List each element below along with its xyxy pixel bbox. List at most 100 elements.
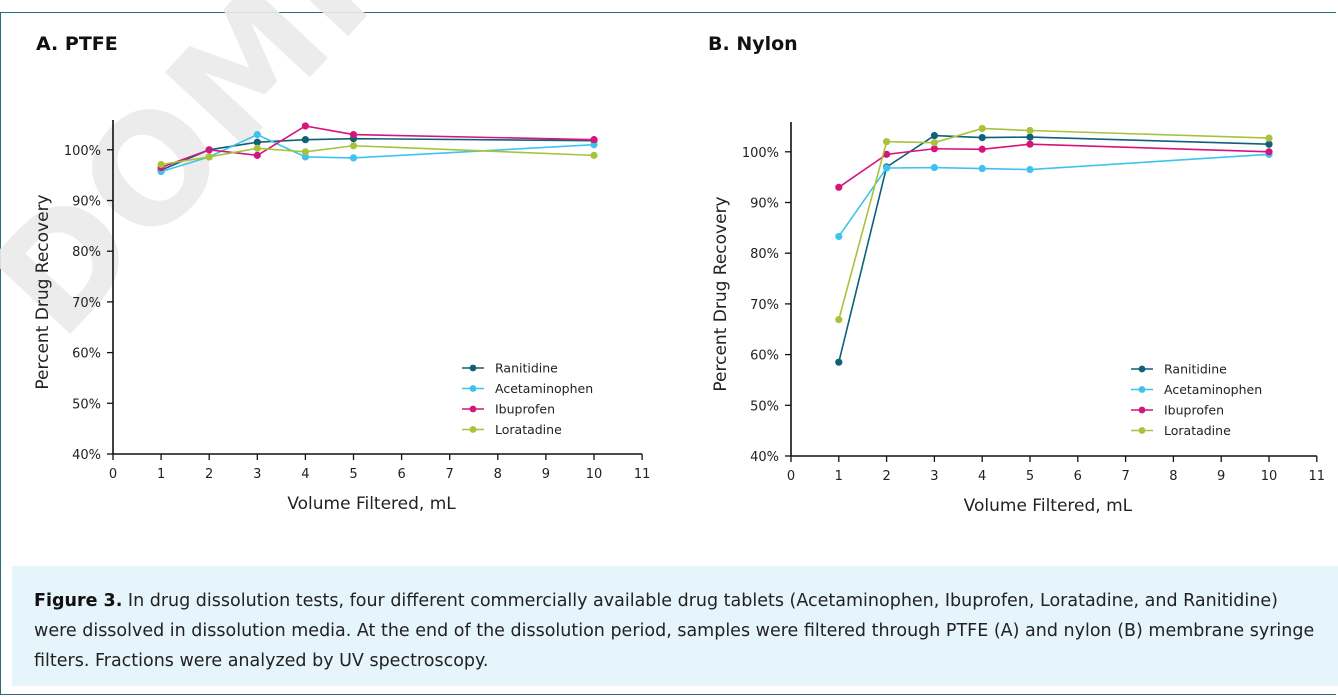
y-axis-label: Percent Drug Recovery: [33, 194, 53, 389]
series-line-acetaminophen: [838, 153, 1270, 237]
legend-marker: [1138, 406, 1146, 414]
x-tick-label: 8: [1169, 469, 1177, 484]
chart-ptfe: 0 1 2 3 4 5 6 7 8 9 10 11 40% 50% 60% 70% 80% 90% 100% Volu…: [33, 120, 651, 514]
y-tick-label: 70%: [750, 298, 779, 313]
y-tick-label: 40%: [750, 450, 779, 465]
legend-marker: [469, 405, 477, 413]
legend-label: Acetaminophen: [1164, 382, 1262, 397]
y-tick-label: 90%: [750, 197, 779, 212]
data-point-ibuprofen: [301, 122, 309, 130]
data-point-ibuprofen: [1026, 140, 1034, 148]
legend-marker: [1138, 386, 1146, 393]
data-point-loratadine: [301, 148, 309, 156]
data-point-ibuprofen: [835, 183, 843, 191]
legend-marker: [469, 364, 477, 372]
data-point-acetaminophen: [301, 153, 309, 161]
x-tick-label: 5: [1026, 469, 1034, 484]
x-tick-label: 7: [446, 467, 454, 482]
series-line-loratadine: [838, 127, 1270, 320]
y-tick-label: 70%: [72, 296, 101, 311]
data-point-loratadine: [835, 316, 843, 324]
x-tick-label: 0: [109, 467, 117, 482]
x-tick-label: 11: [1309, 469, 1326, 484]
data-point-loratadine: [253, 144, 261, 152]
x-tick-label: 4: [301, 467, 309, 482]
x-axis-label: Volume Filtered, mL: [964, 496, 1133, 516]
data-point-acetaminophen: [590, 141, 598, 149]
data-point-ibuprofen: [883, 150, 891, 158]
x-tick-label: 1: [835, 469, 843, 484]
x-tick-label: 11: [634, 467, 651, 482]
data-point-acetaminophen: [253, 130, 261, 139]
data-point-acetaminophen: [835, 232, 843, 241]
data-point-loratadine: [349, 142, 358, 150]
y-tick-label: 80%: [72, 245, 101, 260]
data-point-loratadine: [883, 138, 891, 146]
legend-label: Ibuprofen: [495, 402, 555, 417]
x-tick-label: 1: [157, 467, 165, 482]
legend-marker: [1138, 365, 1146, 373]
data-point-ibuprofen: [205, 146, 213, 154]
x-tick-label: 3: [253, 467, 261, 482]
data-point-loratadine: [978, 124, 986, 133]
y-tick-label: 40%: [72, 448, 101, 463]
x-tick-label: 3: [930, 469, 938, 484]
x-tick-label: 6: [1074, 469, 1082, 484]
legend-label: Ibuprofen: [1164, 403, 1224, 418]
legend-label: Acetaminophen: [495, 381, 593, 396]
data-point-ibuprofen: [253, 151, 261, 159]
data-point-acetaminophen: [349, 154, 358, 162]
data-point-ranitidine: [253, 138, 261, 146]
y-tick-label: 100%: [64, 144, 101, 159]
series-line-loratadine: [160, 144, 595, 166]
data-point-ranitidine: [930, 131, 938, 140]
caption-label: Figure 3.: [34, 591, 123, 611]
caption-text: In drug dissolution tests, four differen…: [34, 591, 1315, 671]
series-line-ibuprofen: [838, 143, 1270, 188]
data-point-ranitidine: [301, 136, 309, 144]
legend-marker: [1138, 427, 1146, 434]
x-axis-label: Volume Filtered, mL: [287, 494, 456, 514]
figure-caption: Figure 3. In drug dissolution tests, fou…: [12, 566, 1338, 686]
legend-label: Loratadine: [495, 422, 562, 437]
chart-nylon: 0 1 2 3 4 5 6 7 8 9 10 11 40% 50% 60% 70% 80% 90% 100% Volu…: [711, 122, 1326, 516]
data-point-acetaminophen: [978, 164, 986, 173]
legend-label: Loratadine: [1164, 423, 1231, 438]
data-point-loratadine: [157, 160, 165, 169]
y-tick-label: 90%: [72, 195, 101, 210]
data-point-loratadine: [930, 139, 938, 147]
legend-marker: [469, 426, 477, 433]
data-point-ibuprofen: [1265, 148, 1273, 156]
x-tick-label: 5: [349, 467, 357, 482]
series-line-ibuprofen: [160, 125, 595, 169]
data-point-ranitidine: [978, 134, 986, 142]
data-point-ranitidine: [835, 358, 843, 366]
x-tick-label: 9: [1217, 469, 1225, 484]
y-tick-label: 50%: [72, 397, 101, 412]
x-tick-label: 2: [205, 467, 213, 482]
data-point-loratadine: [1265, 134, 1273, 142]
data-point-ibuprofen: [930, 145, 938, 153]
x-tick-label: 10: [586, 467, 603, 482]
data-point-ibuprofen: [978, 145, 986, 153]
data-point-ranitidine: [1026, 133, 1034, 141]
legend-label: Ranitidine: [1164, 362, 1227, 377]
x-tick-label: 4: [978, 469, 986, 484]
chart-title-ptfe: A. PTFE: [36, 33, 118, 55]
x-tick-label: 8: [494, 467, 502, 482]
y-tick-label: 80%: [750, 247, 779, 262]
x-tick-label: 7: [1121, 469, 1129, 484]
data-point-acetaminophen: [1026, 165, 1034, 174]
data-point-loratadine: [590, 151, 598, 159]
x-tick-label: 2: [882, 469, 890, 484]
x-tick-label: 9: [542, 467, 550, 482]
data-point-ranitidine: [1265, 140, 1273, 148]
legend-label: Ranitidine: [495, 361, 558, 376]
data-point-ibuprofen: [590, 136, 598, 144]
x-tick-label: 10: [1261, 469, 1278, 484]
y-tick-label: 60%: [72, 347, 101, 362]
chart-title-nylon: B. Nylon: [708, 33, 798, 55]
data-point-acetaminophen: [883, 164, 891, 172]
series-line-acetaminophen: [160, 133, 595, 173]
y-tick-label: 60%: [750, 349, 779, 364]
